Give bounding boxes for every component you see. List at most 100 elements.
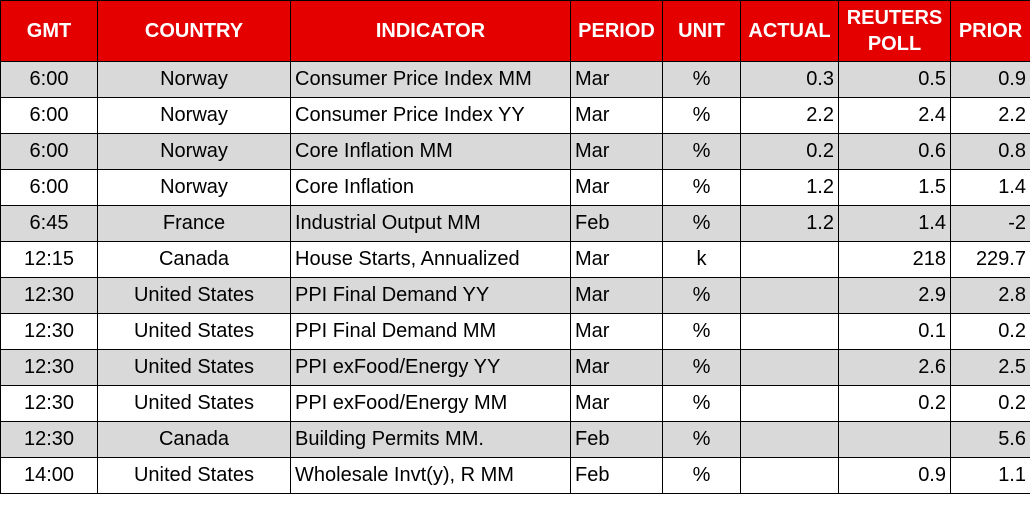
country-cell: Norway — [97, 133, 291, 170]
period-cell: Mar — [570, 61, 663, 98]
reuters-poll-cell: 2.4 — [838, 97, 951, 134]
unit-cell: % — [662, 61, 741, 98]
country-cell: United States — [97, 457, 291, 494]
indicator-cell: Wholesale Invt(y), R MM — [290, 457, 571, 494]
prior-cell: 229.7 — [950, 241, 1030, 278]
data-row: 12:30 United States PPI Final Demand MM Mar… — [0, 313, 1030, 350]
actual-cell: 2.2 — [740, 97, 839, 134]
reuters-poll-cell: 1.5 — [838, 169, 951, 206]
header-row: GMT COUNTRY INDICATOR PERIOD UNIT ACTUAL REUTE… — [0, 0, 1030, 62]
indicator-cell: PPI Final Demand MM — [290, 313, 571, 350]
indicator-cell: Consumer Price Index YY — [290, 97, 571, 134]
gmt-cell: 6:00 — [0, 169, 98, 206]
period-cell: Mar — [570, 169, 663, 206]
indicator-cell: House Starts, Annualized — [290, 241, 571, 278]
data-row: 6:00 Norway Core Inflation Mar% 1.2 1.5 1.4 — [0, 169, 1030, 206]
prior-cell: 2.8 — [950, 277, 1030, 314]
header-cell: COUNTRY — [97, 0, 291, 62]
reuters-poll-cell: 2.9 — [838, 277, 951, 314]
reuters-poll-cell: 218 — [838, 241, 951, 278]
gmt-cell: 12:30 — [0, 313, 98, 350]
actual-cell: 1.2 — [740, 169, 839, 206]
indicator-cell: Building Permits MM. — [290, 421, 571, 458]
prior-cell: 1.1 — [950, 457, 1030, 494]
actual-cell — [740, 457, 839, 494]
header-cell: REUTERS POLL — [838, 0, 951, 62]
data-row: 12:30 United States PPI exFood/Energy MM Ma… — [0, 385, 1030, 422]
prior-cell: 5.6 — [950, 421, 1030, 458]
period-cell: Feb — [570, 421, 663, 458]
data-row: 6:00 Norway Consumer Price Index MM Mar% 0.3… — [0, 61, 1030, 98]
prior-cell: 0.2 — [950, 385, 1030, 422]
gmt-cell: 12:30 — [0, 349, 98, 386]
data-row: 12:30 Canada Building Permits MM. Feb% 5.6 — [0, 421, 1030, 458]
gmt-cell: 12:30 — [0, 421, 98, 458]
period-cell: Mar — [570, 385, 663, 422]
indicator-cell: PPI Final Demand YY — [290, 277, 571, 314]
period-cell: Feb — [570, 205, 663, 242]
gmt-cell: 6:00 — [0, 133, 98, 170]
country-cell: Norway — [97, 97, 291, 134]
header-cell: GMT — [0, 0, 98, 62]
country-cell: United States — [97, 277, 291, 314]
actual-cell: 0.2 — [740, 133, 839, 170]
gmt-cell: 12:15 — [0, 241, 98, 278]
header-cell: INDICATOR — [290, 0, 571, 62]
unit-cell: % — [662, 133, 741, 170]
actual-cell — [740, 421, 839, 458]
period-cell: Feb — [570, 457, 663, 494]
indicator-cell: Core Inflation MM — [290, 133, 571, 170]
period-cell: Mar — [570, 349, 663, 386]
country-cell: Canada — [97, 241, 291, 278]
gmt-cell: 6:00 — [0, 61, 98, 98]
unit-cell: % — [662, 313, 741, 350]
gmt-cell: 6:00 — [0, 97, 98, 134]
gmt-cell: 12:30 — [0, 277, 98, 314]
country-cell: United States — [97, 385, 291, 422]
unit-cell: % — [662, 385, 741, 422]
data-row: 12:15 Canada House Starts, Annualized Mar k 2… — [0, 241, 1030, 278]
economic-calendar-table: GMT COUNTRY INDICATOR PERIOD UNIT ACTUAL REUTE… — [0, 0, 1030, 494]
prior-cell: 0.8 — [950, 133, 1030, 170]
reuters-poll-cell: 0.1 — [838, 313, 951, 350]
prior-cell: 1.4 — [950, 169, 1030, 206]
gmt-cell: 12:30 — [0, 385, 98, 422]
period-cell: Mar — [570, 133, 663, 170]
period-cell: Mar — [570, 313, 663, 350]
indicator-cell: PPI exFood/Energy MM — [290, 385, 571, 422]
gmt-cell: 14:00 — [0, 457, 98, 494]
country-cell: Norway — [97, 61, 291, 98]
data-row: 12:30 United States PPI Final Demand YY Mar… — [0, 277, 1030, 314]
actual-cell — [740, 313, 839, 350]
gmt-cell: 6:45 — [0, 205, 98, 242]
period-cell: Mar — [570, 241, 663, 278]
actual-cell — [740, 385, 839, 422]
period-cell: Mar — [570, 97, 663, 134]
unit-cell: % — [662, 205, 741, 242]
header-cell: PERIOD — [570, 0, 663, 62]
prior-cell: 0.9 — [950, 61, 1030, 98]
actual-cell — [740, 241, 839, 278]
reuters-poll-cell: 2.6 — [838, 349, 951, 386]
data-row: 14:00 United States Wholesale Invt(y), R M… — [0, 457, 1030, 494]
unit-cell: % — [662, 169, 741, 206]
actual-cell — [740, 277, 839, 314]
country-cell: France — [97, 205, 291, 242]
reuters-poll-cell: 0.9 — [838, 457, 951, 494]
reuters-poll-cell: 1.4 — [838, 205, 951, 242]
unit-cell: % — [662, 97, 741, 134]
header-cell: PRIOR — [950, 0, 1030, 62]
country-cell: Canada — [97, 421, 291, 458]
indicator-cell: Consumer Price Index MM — [290, 61, 571, 98]
header-cell: ACTUAL — [740, 0, 839, 62]
period-cell: Mar — [570, 277, 663, 314]
data-row: 6:45 France Industrial Output MM Feb% 1.2 1.4… — [0, 205, 1030, 242]
header-cell: UNIT — [662, 0, 741, 62]
actual-cell — [740, 349, 839, 386]
actual-cell: 1.2 — [740, 205, 839, 242]
country-cell: United States — [97, 349, 291, 386]
reuters-poll-cell — [838, 421, 951, 458]
prior-cell: 0.2 — [950, 313, 1030, 350]
reuters-poll-cell: 0.2 — [838, 385, 951, 422]
